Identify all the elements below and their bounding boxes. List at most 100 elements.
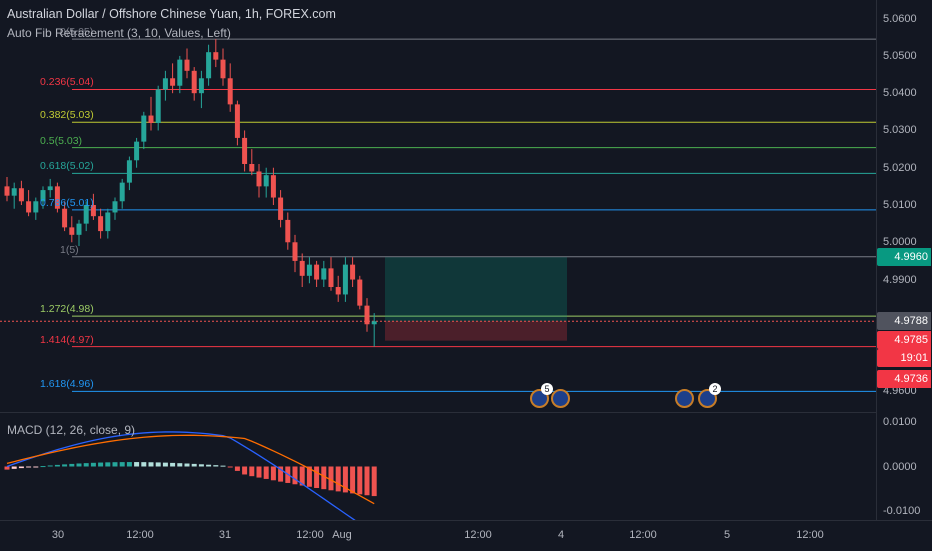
candle-body (198, 78, 204, 94)
time-tick-label: 5 (723, 529, 731, 541)
price-tick-label: 5.0400 (883, 87, 917, 100)
macd-histogram-bar (213, 465, 219, 467)
macd-histogram-bar (220, 465, 226, 467)
macd-indicator-label[interactable]: MACD (12, 26, close, 9) (7, 423, 136, 437)
candle-body (299, 260, 305, 276)
time-tick-label: 30 (51, 529, 65, 541)
macd-histogram-bar (314, 466, 320, 488)
time-tick-label: Aug (332, 529, 352, 541)
macd-histogram-bar (105, 462, 111, 467)
pane-divider[interactable] (0, 412, 876, 413)
macd-histogram-bar (371, 466, 377, 497)
candle-body (162, 78, 168, 90)
price-tick-label: 5.0100 (883, 199, 917, 211)
candle-body (292, 242, 298, 261)
macd-histogram-bar (278, 466, 284, 482)
time-tick-label: 31 (218, 529, 232, 541)
price-tick-label: 5.0300 (883, 124, 917, 137)
macd-histogram-bar (292, 466, 298, 485)
macd-histogram-bar (342, 466, 348, 493)
macd-histogram-bar (83, 463, 89, 467)
candle-body (234, 104, 240, 138)
candle-body (263, 175, 269, 187)
price-badge: 19:01 (877, 349, 931, 368)
candle-body (184, 59, 190, 71)
candle-body (170, 78, 176, 86)
candle-body (112, 201, 118, 213)
price-badge: 4.9785 (877, 331, 931, 350)
candle-body (148, 115, 154, 123)
macd-histogram-bar (177, 463, 183, 467)
macd-histogram-bar (198, 464, 204, 467)
symbol-title[interactable]: Australian Dollar / Offshore Chinese Yua… (7, 7, 336, 21)
price-badge: 4.9736 (877, 369, 931, 388)
candle-body (342, 264, 348, 295)
macd-histogram-bar (98, 462, 104, 467)
time-tick-label: 12:00 (296, 529, 324, 541)
candle-body (126, 160, 132, 183)
candle-body (256, 171, 262, 187)
price-tick-label: 5.0200 (883, 161, 917, 174)
fib-indicator-label[interactable]: Auto Fib Retracement (3, 10, Values, Lef… (7, 26, 231, 40)
fib-level-label: 1.272(4.98) (40, 303, 94, 316)
macd-tick-label: 0.0100 (883, 415, 917, 428)
time-tick-label: 4 (557, 529, 565, 541)
macd-histogram-bar (357, 466, 363, 495)
macd-histogram-bar (263, 466, 269, 479)
macd-histogram-bar (76, 463, 82, 467)
price-badge: 4.9960 (877, 248, 931, 267)
macd-histogram-bar (364, 466, 370, 496)
price-tick-label: 5.0000 (883, 236, 917, 249)
time-axis[interactable]: 30 12:00 31 12:00 Aug 12:00 4 12:00 5 12:00 (0, 520, 932, 551)
candle-body (18, 188, 24, 202)
candle-body (227, 78, 233, 105)
candle-body (83, 205, 89, 224)
candle-body (90, 205, 96, 217)
macd-histogram-bar (18, 466, 24, 469)
time-tick-label: 12:00 (629, 529, 657, 541)
candle-body (62, 208, 68, 228)
candle-body (335, 287, 341, 295)
macd-histogram-bar (33, 466, 39, 468)
candle-body (242, 137, 248, 164)
price-axis[interactable]: 5.0600 5.0500 5.0400 5.0300 5.0200 5.0100 5.00… (876, 0, 932, 520)
price-badge: 4.9788 (877, 312, 931, 331)
macd-histogram-bar (54, 464, 60, 467)
candle-body (134, 141, 140, 161)
long-position-target-zone (385, 257, 567, 322)
signal-line (6, 434, 375, 505)
candle-body (213, 52, 219, 60)
macd-line (6, 431, 356, 520)
candle-body (141, 115, 147, 142)
candle-body (249, 164, 255, 172)
candle-body (40, 190, 46, 202)
candle-body (33, 201, 39, 213)
fib-level-label: 1.618(4.96) (40, 378, 94, 391)
candle-body (69, 227, 75, 235)
fib-level-label: 0.618(5.02) (40, 160, 94, 173)
candle-body (306, 264, 312, 276)
candle-body (206, 52, 212, 79)
time-tick-label: 12:00 (126, 529, 154, 541)
candle-body (11, 188, 17, 196)
economic-event-flag-icon[interactable] (675, 389, 694, 408)
candle-body (4, 186, 10, 196)
macd-histogram-bar (4, 466, 10, 470)
candle-body (364, 305, 370, 325)
candle-body (47, 186, 53, 191)
event-count-badge: 5 (541, 383, 553, 395)
macd-histogram-bar (134, 462, 140, 467)
time-tick-label: 12:00 (796, 529, 824, 541)
price-pane[interactable] (0, 0, 876, 520)
macd-histogram-bar (299, 466, 305, 486)
candle-body (76, 223, 82, 235)
macd-histogram-bar (234, 466, 240, 471)
macd-histogram-bar (206, 464, 212, 467)
macd-histogram-bar (170, 462, 176, 467)
economic-event-flag-icon[interactable] (551, 389, 570, 408)
fib-level-label: 1.414(4.97) (40, 333, 94, 346)
price-tick-label: 4.9900 (883, 273, 917, 286)
event-count-badge: 2 (709, 383, 721, 395)
macd-histogram-bar (11, 466, 17, 469)
